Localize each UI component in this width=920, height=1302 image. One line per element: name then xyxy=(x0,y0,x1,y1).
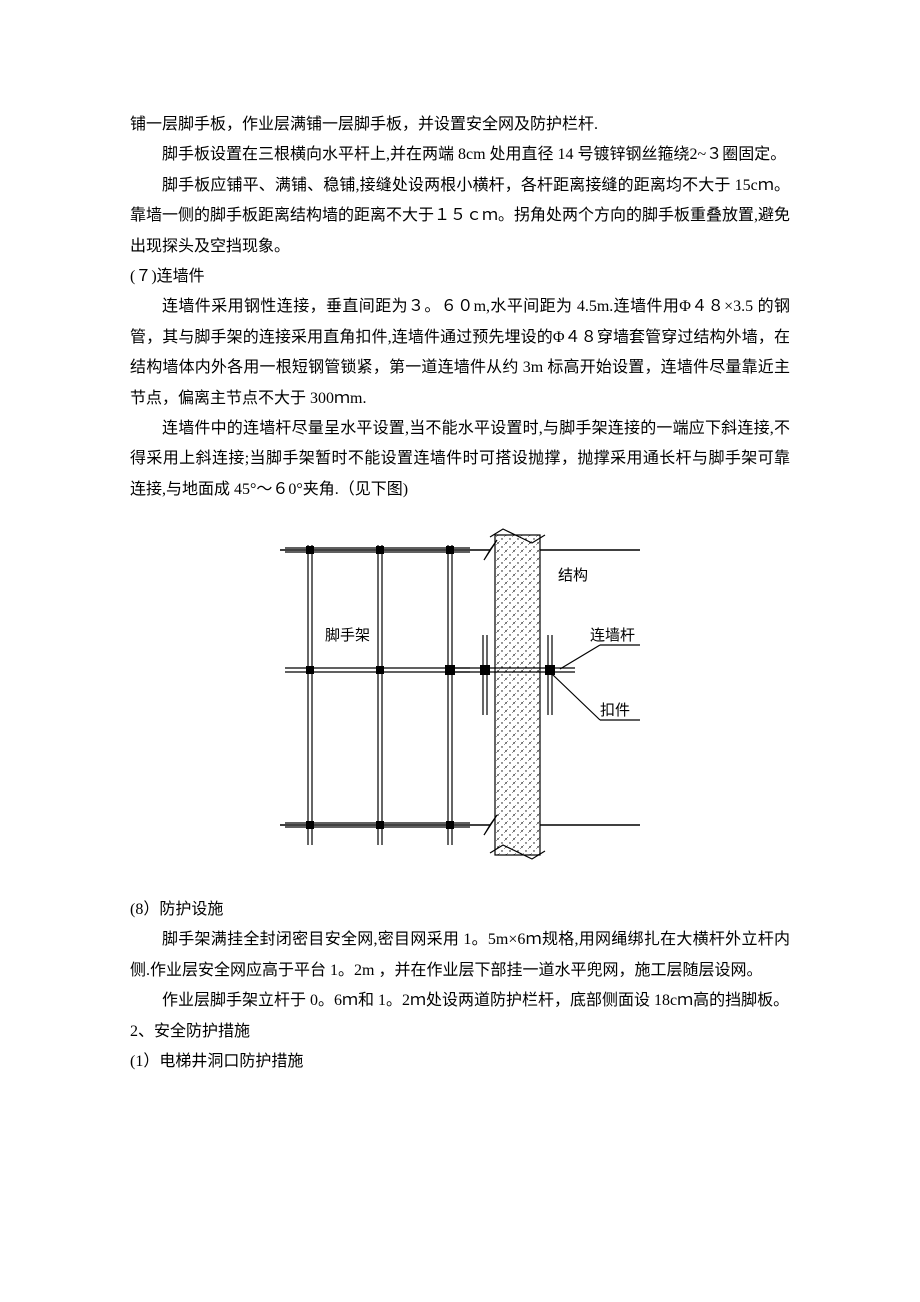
paragraph: 脚手板应铺平、满铺、稳铺,接缝处设两根小横杆，各杆距离接缝的距离均不大于 15c… xyxy=(130,171,790,262)
section-heading: (７)连墙件 xyxy=(130,262,790,292)
section-heading: (1）电梯井洞口防护措施 xyxy=(130,1047,790,1077)
svg-text:结构: 结构 xyxy=(558,567,588,584)
paragraph: 连墙件中的连墙杆尽量呈水平设置,当不能水平设置时,与脚手架连接的一端应下斜连接,… xyxy=(130,414,790,505)
svg-text:扣件: 扣件 xyxy=(600,702,630,719)
paragraph: 作业层脚手架立杆于 0。6ｍ和 1。2ｍ处设两道防护栏杆，底部侧面设 18cｍ高… xyxy=(130,986,790,1016)
section-heading: 2、安全防护措施 xyxy=(130,1017,790,1047)
paragraph: 脚手架满挂全封闭密目安全网,密目网采用 1。5m×6ｍ规格,用网绳绑扎在大横杆外… xyxy=(130,925,790,986)
section-heading: (8）防护设施 xyxy=(130,895,790,925)
svg-text:脚手架: 脚手架 xyxy=(325,627,370,644)
paragraph: 连墙件采用钢性连接，垂直间距为３。６０m,水平间距为 4.5m.连墙件用Φ４８×… xyxy=(130,292,790,414)
wall-tie-diagram: 脚手架 结构连墙杆扣件 xyxy=(130,525,790,865)
paragraph: 脚手板设置在三根横向水平杆上,并在两端 8cm 处用直径 14 号镀锌钢丝箍绕2… xyxy=(130,140,790,170)
paragraph: 铺一层脚手板，作业层满铺一层脚手板，并设置安全网及防护栏杆. xyxy=(130,110,790,140)
svg-text:连墙杆: 连墙杆 xyxy=(590,627,635,644)
